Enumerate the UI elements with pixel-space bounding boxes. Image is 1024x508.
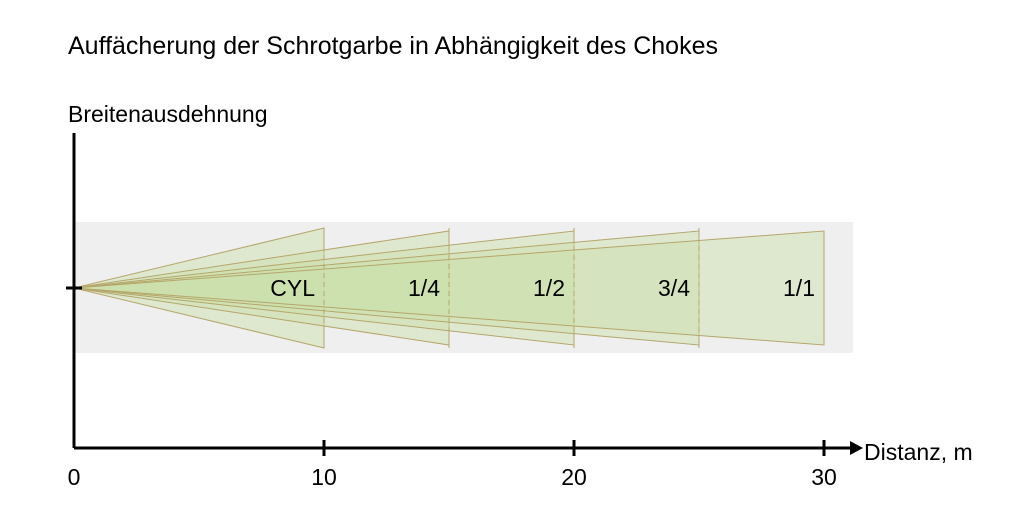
x-tick-label-0: 0 xyxy=(68,464,81,490)
fan-2 xyxy=(73,230,450,346)
x-tick-label-30: 30 xyxy=(811,464,837,490)
x-tick-group: 0 10 20 30 xyxy=(68,440,837,490)
fan-group xyxy=(73,227,825,349)
fan-label-5: 1/1 xyxy=(783,275,815,301)
x-tick-label-20: 20 xyxy=(561,464,587,490)
fan-label-group: CYL 1/4 1/2 3/4 1/1 xyxy=(270,275,815,301)
diagram-title: Auffächerung der Schrotgarbe in Abhängig… xyxy=(68,32,718,60)
x-axis-label: Distanz, m xyxy=(864,439,973,465)
fan-label-4: 3/4 xyxy=(658,275,690,301)
y-axis-label: Breitenausdehnung xyxy=(68,101,268,127)
x-tick-label-10: 10 xyxy=(311,464,337,490)
fan-1 xyxy=(73,227,325,349)
fan-label-2: 1/4 xyxy=(408,275,440,301)
fan-4 xyxy=(73,230,700,346)
x-axis-arrow xyxy=(850,441,863,455)
fan-label-3: 1/2 xyxy=(533,275,565,301)
fan-label-1: CYL xyxy=(270,275,315,301)
